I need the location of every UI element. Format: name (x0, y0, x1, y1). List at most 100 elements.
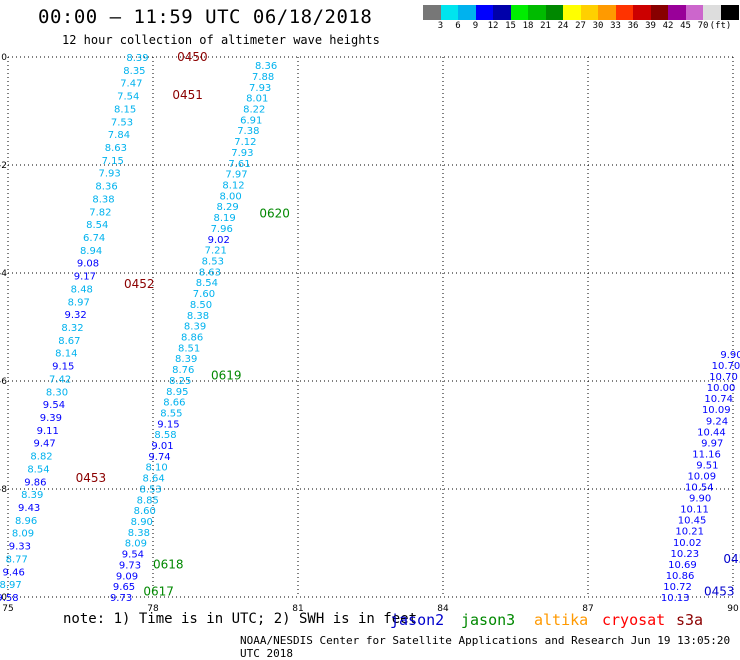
data-point-label: 7.21 (205, 246, 227, 257)
data-point-label: 9.74 (148, 452, 170, 463)
colorbar-label: 18 (522, 21, 534, 31)
data-point-label: 7.93 (231, 148, 253, 159)
data-point-label: 9.47 (34, 439, 56, 450)
data-point-label: 9.32 (64, 310, 86, 321)
data-point-label: 8.95 (166, 387, 188, 398)
data-point-label: 7.15 (102, 156, 124, 167)
data-point-label: 8.19 (214, 213, 236, 224)
data-point-label: 7.82 (89, 207, 111, 218)
legend-altika: altika (534, 611, 589, 629)
data-point-label: 8.50 (190, 300, 212, 311)
footer-credit: NOAA/NESDIS Center for Satellite Applica… (240, 634, 731, 660)
time-label: 0450 (177, 50, 208, 64)
data-point-label: 8.10 (145, 463, 167, 474)
data-point-label: 8.67 (58, 336, 80, 347)
data-point-label: 8.32 (61, 323, 83, 334)
data-point-label: 8.64 (143, 474, 165, 485)
colorbar-swatch (475, 5, 494, 20)
data-point-label: 8.09 (12, 529, 34, 540)
data-point-label: 9.46 (3, 567, 25, 578)
chart-subtitle: 12 hour collection of altimeter wave hei… (62, 33, 380, 47)
colorbar-swatch (545, 5, 564, 20)
data-point-label: 8.58 (154, 430, 176, 441)
data-point-label: 7.60 (193, 289, 215, 300)
data-point-label: 8.12 (222, 181, 244, 192)
colorbar-swatch (650, 5, 669, 20)
data-point-label: 9.86 (24, 477, 46, 488)
colorbar-swatch (423, 5, 441, 20)
data-point-label: 8.63 (199, 267, 221, 278)
colorbar-swatch (720, 5, 739, 20)
data-point-label: 7.88 (252, 72, 274, 83)
colorbar-label: 9 (472, 21, 479, 31)
data-point-label: 8.22 (243, 105, 265, 116)
data-point-label: 9.65 (113, 582, 135, 593)
data-point-label: 9.15 (52, 362, 74, 373)
time-label: 0617 (143, 585, 174, 599)
data-point-label: 10.69 (668, 560, 697, 571)
time-label: 0620 (259, 207, 290, 221)
data-point-label: 7.12 (234, 137, 256, 148)
data-point-label: 10.74 (704, 394, 733, 405)
colorbar-label: 12 (487, 21, 499, 31)
data-point-label: 8.00 (219, 191, 241, 202)
colorbar-label: 6 (455, 21, 461, 31)
data-point-label: 9.39 (40, 413, 62, 424)
data-point-label: 9.90 (720, 350, 740, 361)
data-point-label: 10.70 (709, 372, 738, 383)
data-point-label: 9.08 (77, 259, 99, 270)
time-label: 0454 (723, 552, 740, 566)
data-point-label: 8.66 (163, 398, 185, 409)
colorbar-swatch (615, 5, 634, 20)
data-point-label: 8.53 (202, 256, 224, 267)
data-point-label: 10.02 (673, 538, 702, 549)
colorbar-swatch (528, 5, 546, 20)
data-point-label: 8.77 (6, 554, 28, 565)
data-point-label: 8.38 (92, 194, 114, 205)
colorbar-swatch (510, 5, 529, 20)
data-point-label: 10.00 (707, 383, 736, 394)
legend-jason2: jason2 (390, 611, 445, 629)
time-label: 0618 (153, 558, 184, 572)
data-point-label: 8.94 (80, 246, 102, 257)
data-point-label: 9.15 (157, 419, 179, 430)
data-point-label: 10.70 (712, 361, 740, 372)
x-tick-label: 87 (582, 604, 593, 614)
data-point-label: 8.54 (27, 464, 49, 475)
colorbar-label: 21 (540, 21, 551, 31)
data-point-label: 8.97 (0, 580, 22, 591)
data-point-label: 6.74 (83, 233, 105, 244)
data-point-label: 9.17 (74, 272, 96, 283)
data-point-label: 8.39 (175, 354, 197, 365)
y-tick-label: -8 (0, 485, 7, 495)
y-tick-label: -4 (0, 269, 7, 279)
data-point-label: 10.09 (687, 472, 716, 483)
data-point-label: 10.11 (680, 505, 709, 516)
data-point-label: 9.33 (9, 542, 31, 553)
footer-note: note: 1) Time is in UTC; 2) SWH is in fe… (63, 611, 418, 627)
colorbar-swatch (598, 5, 616, 20)
data-point-label: 10.86 (666, 571, 695, 582)
colorbar-label: 3 (437, 21, 444, 31)
colorbar-label: (ft) (709, 21, 732, 31)
data-point-label: 9.73 (119, 560, 141, 571)
data-point-label: 8.60 (134, 506, 156, 517)
colorbar-label: 39 (645, 21, 656, 31)
colorbar-label: 33 (610, 21, 621, 31)
data-point-label: 8.96 (15, 516, 37, 527)
data-point-label: 9.43 (18, 503, 40, 514)
y-tick-label: 0 (1, 53, 7, 63)
data-point-label: 8.25 (169, 376, 191, 387)
data-point-label: 8.36 (95, 182, 117, 193)
data-point-label: 9.58 (0, 593, 19, 604)
data-point-label: 8.29 (216, 202, 238, 213)
x-tick-label: 81 (292, 604, 303, 614)
data-point-label: 8.35 (123, 66, 145, 77)
legend-jason3: jason3 (461, 611, 516, 629)
data-point-label: 9.01 (151, 441, 173, 452)
data-point-label: 7.61 (228, 159, 250, 170)
data-point-label: 8.55 (160, 408, 182, 419)
x-tick-label: 78 (147, 604, 159, 614)
data-point-label: 8.39 (126, 53, 148, 64)
